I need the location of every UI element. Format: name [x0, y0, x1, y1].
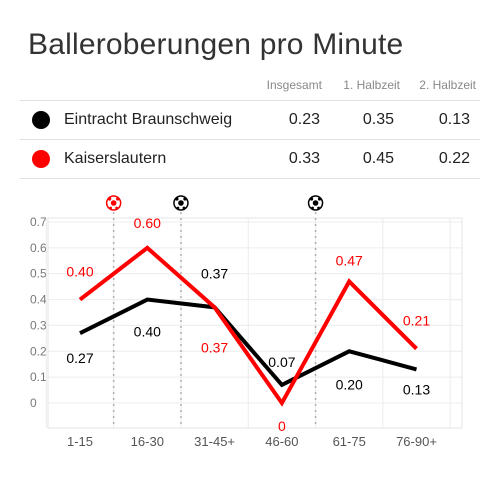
team-color-dot: [32, 111, 50, 129]
header-second-half: 2. Halbzeit: [419, 78, 476, 92]
soccer-ball-icon-patch: [178, 200, 184, 206]
soccer-ball-icon-patch: [309, 197, 314, 201]
soccer-ball-icon-patch: [317, 206, 320, 210]
soccer-ball-icon-patch: [182, 206, 186, 210]
y-tick-label: 0.1: [30, 370, 47, 384]
y-tick-label: 0: [30, 396, 37, 410]
soccer-ball-icon-patch: [317, 197, 322, 201]
data-label: 0.40: [134, 324, 161, 340]
value-first-half: 0.35: [362, 111, 394, 128]
data-label: 0.20: [336, 376, 363, 392]
data-label: 0: [278, 418, 286, 434]
data-label: 0.40: [66, 264, 93, 280]
data-label: 0.13: [403, 381, 430, 397]
team-name: Eintracht Braunschweig: [64, 111, 233, 128]
soccer-ball-icon-patch: [311, 206, 314, 210]
stats-row-braunschweig: Eintracht Braunschweig 0.23 0.35 0.13: [20, 100, 480, 139]
soccer-ball-icon-patch: [183, 197, 187, 201]
plot-frame: [47, 217, 463, 429]
stats-header: Insgesamt 1. Halbzeit 2. Halbzeit: [20, 72, 480, 100]
header-first-half: 1. Halbzeit: [343, 78, 400, 92]
data-label: 0.60: [134, 215, 161, 231]
data-label: 0.47: [336, 252, 363, 268]
y-tick-label: 0.7: [30, 215, 47, 229]
x-tick-label: 61-75: [333, 434, 366, 449]
value-second-half: 0.13: [438, 111, 470, 128]
soccer-ball-icon-patch: [110, 200, 117, 206]
series-line-braunschweig: [79, 297, 418, 388]
soccer-ball-icon-patch: [109, 206, 113, 210]
header-total: Insgesamt: [266, 78, 322, 92]
value-second-half: 0.22: [438, 150, 470, 167]
data-label: 0.07: [268, 354, 295, 370]
x-tick-label: 31-45+: [194, 434, 235, 449]
value-total: 0.23: [288, 111, 320, 128]
stats-row-kaiserslautern: Kaiserslautern 0.33 0.45 0.22: [20, 139, 480, 179]
x-tick-label: 46-60: [265, 434, 298, 449]
team-color-dot: [32, 150, 50, 168]
chart-title: Balleroberungen pro Minute: [28, 28, 404, 61]
y-tick-label: 0.6: [30, 241, 47, 255]
soccer-ball-icon-patch: [108, 197, 112, 201]
soccer-ball-icon-patch: [176, 206, 180, 210]
value-first-half: 0.45: [362, 150, 394, 167]
soccer-ball-icon-patch: [175, 197, 179, 201]
x-tick-label: 76-90+: [396, 434, 437, 449]
value-total: 0.33: [288, 150, 320, 167]
series-line-kaiserslautern: [78, 245, 418, 407]
y-tick-label: 0.3: [30, 318, 47, 332]
x-tick-label: 16-30: [131, 434, 164, 449]
data-label: 0.27: [66, 350, 93, 366]
soccer-ball-icon-patch: [116, 197, 120, 201]
y-tick-label: 0.2: [30, 344, 47, 358]
soccer-ball-icon-patch: [312, 200, 319, 206]
y-tick-label: 0.4: [30, 293, 47, 307]
y-tick-label: 0.5: [30, 267, 47, 281]
data-label: 0.21: [403, 313, 430, 329]
stats-table: Insgesamt 1. Halbzeit 2. Halbzeit Eintra…: [20, 72, 480, 179]
team-name: Kaiserslautern: [64, 150, 167, 167]
data-label: 0.37: [201, 339, 228, 355]
x-tick-label: 1-15: [67, 434, 93, 449]
soccer-ball-icon-patch: [115, 206, 119, 210]
data-label: 0.37: [201, 265, 228, 281]
